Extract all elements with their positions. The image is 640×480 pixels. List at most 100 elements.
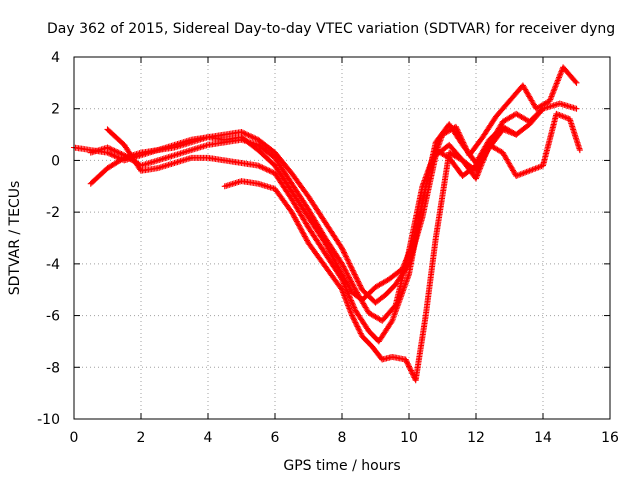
data-point (110, 152, 117, 159)
data-point (351, 305, 358, 312)
data-point (352, 272, 359, 279)
data-point (341, 292, 348, 299)
data-point (346, 294, 353, 301)
data-point (388, 319, 395, 326)
x-tick-label: 8 (338, 430, 347, 446)
data-point (345, 257, 352, 264)
data-point (346, 305, 353, 312)
data-point (244, 131, 251, 138)
data-point (460, 140, 467, 147)
data-point (348, 264, 355, 271)
y-tick-label: -4 (46, 257, 60, 273)
data-point (119, 155, 126, 162)
data-point (339, 288, 346, 295)
data-point (400, 263, 407, 270)
x-tick-label: 12 (467, 430, 485, 446)
data-point (402, 257, 409, 264)
x-tick-label: 10 (400, 430, 418, 446)
plot-frame (73, 56, 611, 420)
data-point (345, 291, 352, 298)
data-point (258, 163, 265, 170)
data-point (409, 242, 416, 249)
data-point (354, 323, 361, 330)
data-point (341, 249, 348, 256)
data-point (357, 329, 364, 336)
data-point (349, 301, 356, 308)
data-point (260, 165, 267, 172)
y-tick-label: 0 (51, 153, 60, 169)
data-point (350, 303, 357, 310)
data-point (339, 245, 345, 252)
data-point (411, 237, 418, 244)
data-point (407, 247, 414, 254)
data-point (112, 153, 119, 160)
data-point (115, 149, 122, 156)
y-tick-label: -10 (37, 412, 60, 428)
data-point (344, 256, 351, 263)
data-point (348, 298, 355, 305)
data-point (340, 289, 347, 296)
chart-title: Day 362 of 2015, Sidereal Day-to-day VTE… (47, 21, 615, 37)
data-point (245, 132, 252, 139)
data-point (399, 264, 406, 271)
data-point (407, 366, 414, 373)
data-point (255, 162, 262, 169)
data-point (356, 281, 363, 288)
data-point (402, 356, 409, 363)
data-point (340, 248, 347, 255)
data-point (342, 267, 349, 274)
y-tick-label: 4 (51, 50, 60, 66)
data-point (409, 243, 416, 250)
data-point (408, 367, 415, 374)
data-point (459, 138, 466, 145)
data-point (345, 302, 352, 309)
data-point (343, 253, 350, 260)
data-point (259, 164, 266, 171)
data-point (410, 371, 417, 378)
data-point (347, 277, 354, 284)
data-point (348, 278, 355, 285)
data-point (107, 150, 114, 157)
data-point (348, 297, 355, 304)
data-point (339, 246, 346, 253)
data-point (105, 150, 112, 157)
series-track-2 (87, 105, 546, 324)
data-point (405, 251, 412, 258)
data-point (458, 136, 465, 143)
data-point (349, 267, 356, 274)
data-point (107, 145, 114, 152)
data-point (269, 169, 276, 176)
data-point (347, 309, 354, 316)
data-point (263, 166, 270, 173)
data-point (409, 370, 416, 377)
data-point (463, 146, 470, 153)
data-point (241, 130, 248, 137)
data-point (342, 252, 349, 259)
data-point (399, 266, 406, 273)
data-point (267, 168, 274, 175)
data-point (349, 300, 356, 307)
y-tick-labels: 4 2 0 -2 -4 -6 -8 -10 (37, 50, 60, 428)
x-tick-label: 14 (534, 430, 552, 446)
x-axis-label: GPS time / hours (283, 458, 400, 474)
data-point (108, 146, 115, 153)
data-point (406, 249, 413, 256)
data-point (406, 363, 412, 370)
x-tick-label: 0 (70, 430, 79, 446)
data-point (110, 147, 117, 154)
data-point (117, 150, 124, 157)
data-point (345, 273, 352, 280)
data-point (404, 253, 411, 260)
data-point (112, 148, 119, 155)
data-point (353, 322, 360, 329)
data-point (348, 279, 355, 286)
data-point (108, 151, 115, 158)
data-point (462, 145, 469, 152)
x-tick-label: 6 (271, 430, 280, 446)
data-point (408, 368, 415, 375)
data-point (346, 260, 353, 267)
data-point (104, 144, 111, 151)
data-point (351, 316, 358, 323)
data-point (252, 135, 259, 142)
data-point (406, 364, 413, 371)
